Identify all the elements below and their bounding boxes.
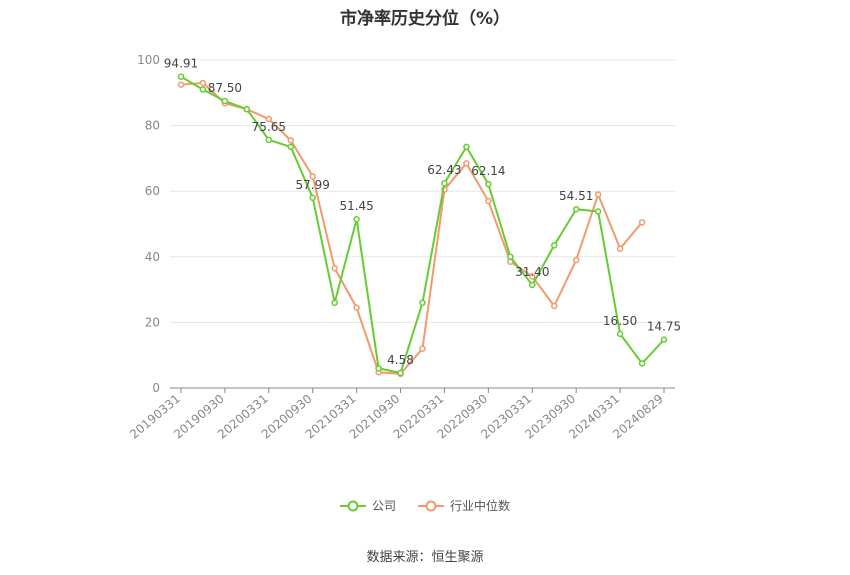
data-point	[221, 97, 229, 105]
data-label: 4.58	[387, 353, 414, 367]
chart-title: 市净率历史分位（%）	[339, 9, 511, 29]
data-point	[397, 369, 404, 377]
data-point	[529, 281, 536, 289]
data-point	[638, 360, 646, 367]
data-point	[616, 245, 624, 252]
data-point	[177, 81, 185, 88]
y-tick-label: 0	[152, 381, 160, 395]
data-label: 54.51	[559, 189, 593, 203]
data-point	[463, 160, 470, 167]
legend-industry-label: 行业中位数	[450, 499, 511, 513]
data-point	[594, 208, 602, 215]
data-point	[177, 73, 185, 80]
data-point	[287, 143, 295, 151]
legend-company-marker	[339, 500, 366, 511]
data-point	[594, 191, 602, 198]
data-point	[265, 115, 273, 123]
legend-company-label: 公司	[371, 499, 396, 513]
series-layer	[177, 73, 668, 378]
data-point	[353, 304, 360, 311]
y-tick-label: 80	[145, 119, 160, 133]
data-point	[287, 137, 295, 144]
data-point	[572, 205, 580, 213]
data-point	[463, 143, 470, 151]
data-point	[529, 273, 536, 280]
data-label: 31.40	[515, 265, 549, 279]
y-tick-label: 60	[145, 184, 160, 198]
data-point	[550, 242, 558, 249]
label-layer: 94.91 87.50 75.65 57.99 51.45 4.58 62.43 62.14 3…	[164, 57, 681, 367]
data-point	[419, 299, 426, 306]
legend: 公司 行业中位数	[0, 497, 850, 514]
data-point	[331, 299, 338, 306]
legend-item-company[interactable]: 公司	[339, 497, 396, 514]
data-label: 14.75	[647, 320, 681, 334]
data-point	[419, 345, 426, 352]
y-tick-label: 100	[137, 53, 160, 67]
data-point	[199, 86, 207, 93]
data-point	[638, 219, 646, 226]
data-point	[441, 179, 448, 187]
legend-item-industry[interactable]: 行业中位数	[418, 497, 510, 514]
data-label: 75.65	[252, 120, 286, 134]
data-label: 87.50	[208, 81, 242, 95]
series-line-1	[180, 81, 643, 375]
data-label: 62.14	[471, 164, 505, 178]
data-point	[353, 215, 360, 223]
legend-industry-marker	[418, 500, 444, 511]
data-point	[331, 265, 338, 272]
grid-layer	[170, 59, 675, 323]
y-tick-label: 40	[145, 250, 160, 264]
data-label: 51.45	[339, 199, 373, 213]
data-point	[309, 173, 316, 180]
data-point	[265, 136, 273, 144]
axis-layer: 0204060801002019033120190930202003312020…	[127, 53, 675, 442]
data-point	[309, 194, 316, 202]
data-label: 94.91	[164, 57, 198, 71]
data-point	[507, 253, 514, 261]
data-point	[375, 365, 382, 372]
source-note: 数据来源：恒生聚源	[366, 550, 484, 565]
data-point	[660, 336, 668, 343]
data-label: 62.43	[427, 163, 461, 177]
y-tick-label: 20	[145, 315, 160, 329]
data-point	[243, 105, 251, 113]
data-point	[199, 79, 207, 87]
data-point	[485, 180, 492, 188]
data-point	[485, 197, 492, 205]
data-point	[550, 302, 558, 310]
data-label: 16.50	[603, 314, 637, 328]
data-label: 57.99	[296, 178, 330, 192]
chart-plot: 0204060801002019033120190930202003312020…	[127, 53, 681, 442]
data-point	[616, 330, 624, 338]
data-point	[572, 256, 580, 264]
